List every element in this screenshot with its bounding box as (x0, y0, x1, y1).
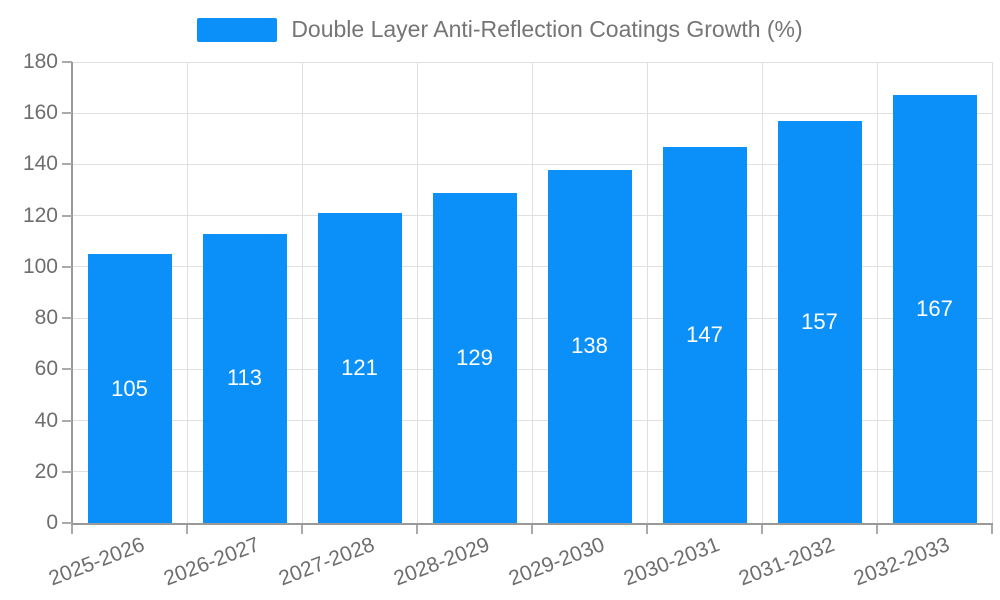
y-axis-tick (62, 265, 72, 268)
gridline-vertical (531, 62, 533, 523)
y-axis-tick-label: 140 (22, 152, 58, 176)
y-axis-tick (62, 317, 72, 320)
bar (317, 213, 402, 523)
y-axis-tick (62, 112, 72, 115)
gridline-vertical (991, 62, 993, 523)
y-axis-tick (62, 470, 72, 473)
x-axis-tick-label: 2028-2029 (390, 533, 493, 591)
x-axis-tick-label: 2031-2032 (735, 533, 838, 591)
legend-item[interactable]: Double Layer Anti-Reflection Coatings Gr… (0, 16, 1000, 43)
x-axis-tick (186, 525, 188, 534)
y-axis-tick-label: 160 (22, 101, 58, 125)
x-axis-tick (71, 525, 73, 534)
y-axis-tick-label: 60 (34, 357, 58, 381)
y-axis-tick-label: 40 (34, 408, 58, 432)
gridline-vertical (416, 62, 418, 523)
x-axis-tick-label: 2029-2030 (505, 533, 608, 591)
x-axis-tick-label: 2025-2026 (45, 533, 148, 591)
y-axis-tick (62, 419, 72, 422)
y-axis-tick (62, 522, 72, 524)
x-axis-tick-label: 2026-2027 (160, 533, 263, 591)
x-axis-tick-label: 2027-2028 (275, 533, 378, 591)
x-axis-tick (531, 525, 533, 534)
x-axis-line (71, 523, 993, 525)
bar (87, 254, 172, 523)
gridline-vertical (646, 62, 648, 523)
x-axis-tick (301, 525, 303, 534)
y-axis-tick (62, 163, 72, 166)
x-axis-tick-label: 2032-2033 (850, 533, 953, 591)
gridline-vertical (186, 62, 188, 523)
bar (777, 120, 862, 523)
legend-label: Double Layer Anti-Reflection Coatings Gr… (291, 16, 803, 42)
y-axis-tick (62, 214, 72, 217)
legend-swatch (197, 17, 278, 42)
y-axis-tick (62, 368, 72, 371)
y-axis-tick-label: 100 (22, 254, 58, 278)
bar-value-label: 129 (456, 344, 493, 370)
y-axis-tick-label: 120 (22, 203, 58, 227)
bar (432, 192, 517, 523)
bar-value-label: 167 (916, 296, 953, 322)
x-axis-tick (416, 525, 418, 534)
bar-value-label: 157 (801, 308, 838, 334)
y-axis-tick (62, 61, 72, 63)
bar (892, 95, 977, 523)
y-axis-tick-label: 180 (22, 50, 58, 73)
bar-value-label: 113 (226, 365, 263, 391)
bar (202, 233, 287, 523)
y-axis-line (71, 62, 73, 525)
x-axis-tick (646, 525, 648, 534)
y-axis-tick-label: 80 (34, 306, 58, 330)
x-axis-tick (761, 525, 763, 534)
gridline-vertical (761, 62, 763, 523)
bar-value-label: 105 (111, 375, 148, 401)
gridline-vertical (301, 62, 303, 523)
y-axis-tick-label: 0 (46, 511, 58, 534)
bar (662, 146, 747, 523)
x-axis-tick (876, 525, 878, 534)
bar-value-label: 147 (686, 321, 723, 347)
bar-value-label: 121 (341, 355, 378, 381)
bar (547, 169, 632, 523)
bar-value-label: 138 (571, 333, 608, 359)
gridline-vertical (876, 62, 878, 523)
x-axis-tick-label: 2030-2031 (620, 533, 723, 591)
x-axis-tick (991, 525, 993, 534)
y-axis-tick-label: 20 (34, 459, 58, 483)
